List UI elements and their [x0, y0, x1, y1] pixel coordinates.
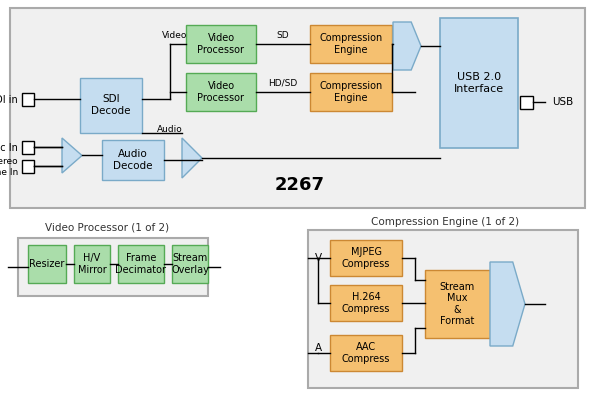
Bar [440, 18, 518, 148]
Text: 2267: 2267 [275, 176, 325, 194]
Text: SD: SD [277, 31, 289, 40]
Text: Video Processor (1 of 2): Video Processor (1 of 2) [45, 223, 169, 233]
Text: A: A [314, 343, 322, 353]
Text: Compression
Engine: Compression Engine [319, 81, 383, 103]
Text: SDI
Decode: SDI Decode [91, 94, 131, 116]
Bar [22, 141, 34, 154]
Text: Compression Engine (1 of 2): Compression Engine (1 of 2) [371, 217, 519, 227]
Bar [118, 245, 164, 283]
Bar [310, 25, 392, 63]
Text: Stream
Mux
&
Format: Stream Mux & Format [440, 282, 474, 326]
Bar [425, 270, 490, 338]
Bar [186, 73, 256, 111]
Text: USB: USB [552, 97, 574, 107]
Text: MJPEG
Compress: MJPEG Compress [342, 247, 390, 269]
Bar [74, 245, 110, 283]
Text: Resizer: Resizer [29, 259, 65, 269]
Text: V: V [314, 253, 322, 263]
Bar [310, 73, 392, 111]
Bar [330, 335, 402, 371]
Text: Stereo
Line In: Stereo Line In [0, 157, 18, 177]
Text: Video
Processor: Video Processor [198, 81, 244, 103]
Text: Frame
Decimator: Frame Decimator [116, 253, 167, 275]
Polygon shape [182, 138, 202, 178]
Bar [308, 230, 578, 388]
Text: SDI in: SDI in [0, 95, 18, 105]
Text: Audio: Audio [157, 126, 183, 135]
Polygon shape [490, 262, 525, 346]
Text: Audio
Decode: Audio Decode [113, 149, 153, 171]
Text: AAC
Compress: AAC Compress [342, 342, 390, 364]
Text: Video: Video [162, 31, 187, 40]
Bar [330, 240, 402, 276]
Bar [22, 93, 34, 106]
Bar [18, 238, 208, 296]
Bar [28, 245, 66, 283]
Bar [80, 78, 142, 133]
Bar [520, 96, 533, 109]
Bar [102, 140, 164, 180]
Polygon shape [393, 22, 421, 70]
Text: USB 2.0
Interface: USB 2.0 Interface [454, 72, 504, 94]
Bar [330, 285, 402, 321]
Text: Compression
Engine: Compression Engine [319, 33, 383, 55]
Bar [186, 25, 256, 63]
Text: Stream
Overlay: Stream Overlay [171, 253, 209, 275]
Bar [22, 160, 34, 173]
Text: HD/SD: HD/SD [268, 78, 298, 87]
Text: H.264
Compress: H.264 Compress [342, 292, 390, 314]
Text: Video
Processor: Video Processor [198, 33, 244, 55]
Bar [172, 245, 208, 283]
Text: H/V
Mirror: H/V Mirror [78, 253, 107, 275]
Bar [10, 8, 585, 208]
Text: Mic In: Mic In [0, 143, 18, 153]
Polygon shape [62, 138, 82, 173]
